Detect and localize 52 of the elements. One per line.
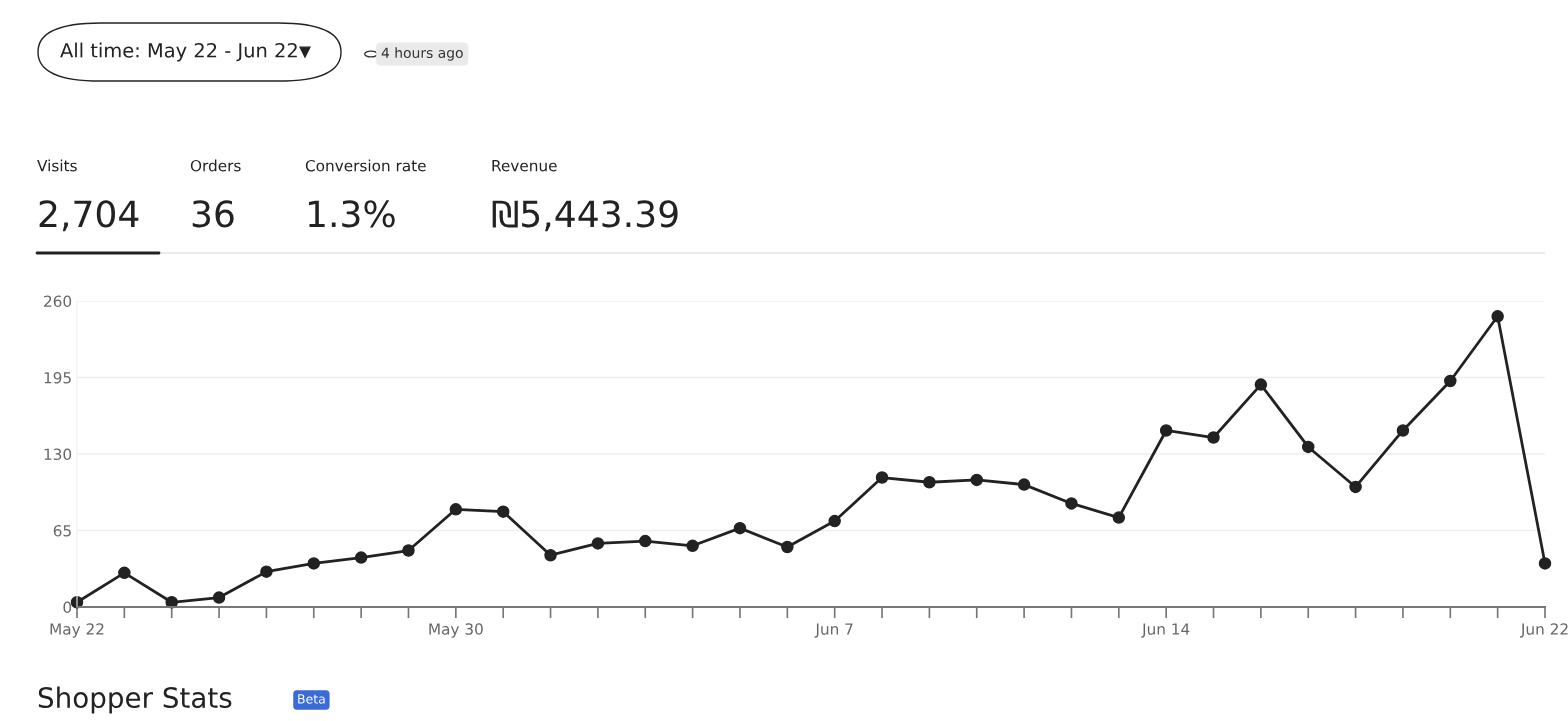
y-tick-label: 130 — [44, 448, 72, 461]
point — [733, 521, 747, 535]
point — [639, 534, 652, 548]
point — [1017, 478, 1031, 491]
point — [1349, 480, 1362, 494]
y-tick-label: 195 — [44, 371, 71, 384]
y-tick-label: 65 — [53, 524, 71, 537]
point — [923, 475, 936, 489]
text: Visits — [37, 159, 77, 172]
point — [1301, 440, 1315, 454]
point — [544, 548, 557, 562]
point — [828, 514, 841, 528]
x-tick-label: Jun 14 — [1141, 623, 1190, 638]
x-tick-label: May 22 — [50, 623, 104, 638]
point — [1254, 378, 1268, 391]
y-tick-label: 260 — [44, 295, 72, 308]
text: Beta — [298, 694, 325, 704]
y-tick-label: 0 — [63, 601, 72, 614]
text: 36 — [192, 200, 234, 228]
point — [781, 540, 794, 554]
point — [118, 566, 131, 580]
text: 1.3% — [308, 200, 395, 228]
point — [686, 539, 699, 553]
x-tick-label: Jun 7 — [814, 623, 853, 638]
point — [1207, 431, 1220, 444]
text: ₪5,443.39 — [492, 200, 678, 232]
text: Revenue — [492, 160, 557, 172]
text: 2,704 — [39, 200, 139, 232]
point — [1444, 374, 1457, 388]
point — [260, 565, 273, 578]
point — [1491, 310, 1504, 323]
point — [307, 557, 321, 570]
point — [212, 591, 226, 604]
x-tick-label: Jun 22 — [1520, 623, 1568, 638]
point — [1396, 424, 1410, 437]
point — [970, 473, 983, 487]
point — [1538, 557, 1552, 570]
point — [591, 537, 605, 550]
point — [875, 471, 889, 484]
point — [449, 503, 463, 516]
text: Shopper Stats — [38, 686, 232, 714]
text: Orders — [190, 159, 241, 172]
point — [1112, 511, 1126, 524]
chart-subtitle: 4 hours ago — [381, 47, 463, 61]
x-tick-label: May 30 — [429, 623, 483, 638]
text: Conversion rate — [305, 159, 426, 172]
point — [496, 505, 510, 518]
point — [402, 544, 415, 557]
point — [1159, 424, 1173, 437]
chart-title: All time: May 22 - Jun 22 — [60, 42, 297, 62]
point — [354, 551, 368, 564]
point — [1065, 497, 1078, 510]
